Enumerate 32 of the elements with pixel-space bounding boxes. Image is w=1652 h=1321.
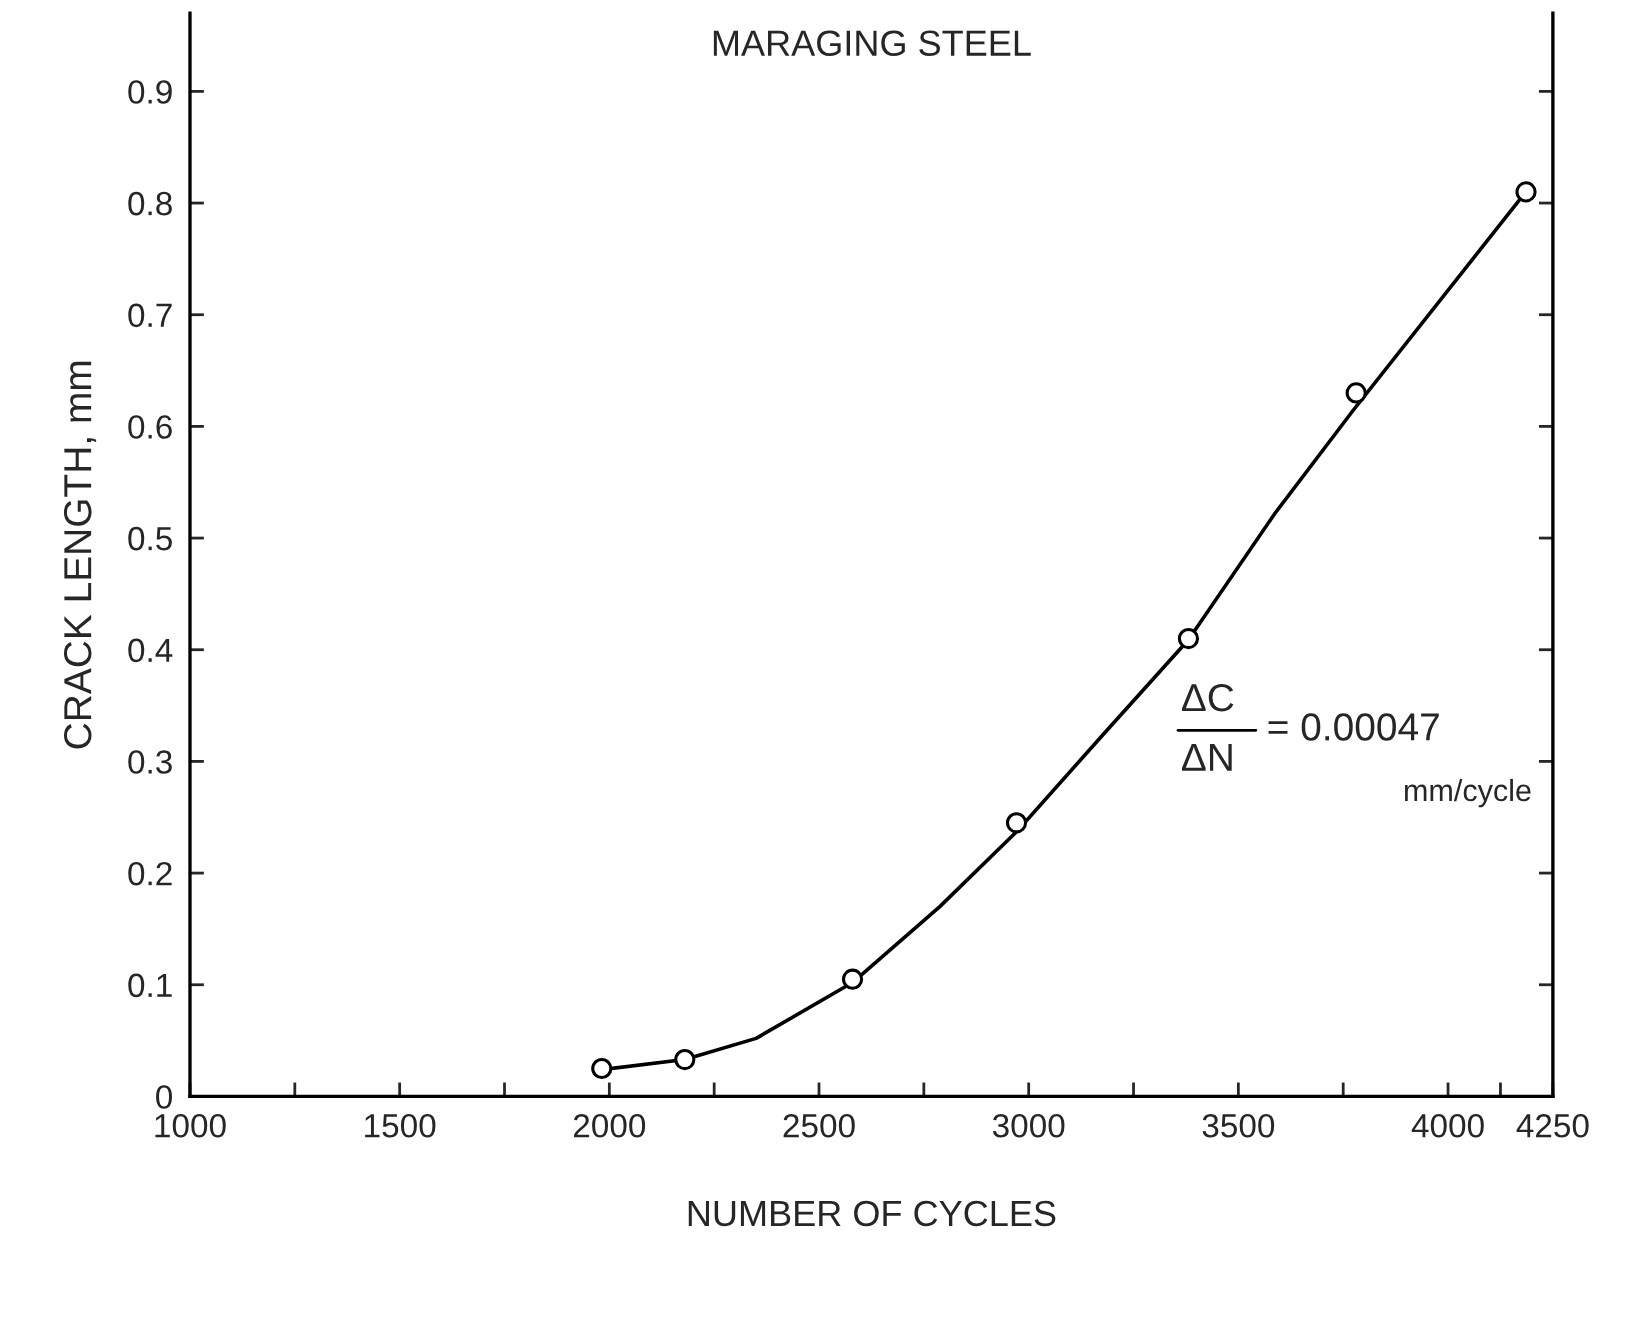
point bbox=[1177, 627, 1200, 650]
annotation: mm/cycle bbox=[1404, 778, 1531, 808]
chart-title: MARAGING STEEL bbox=[713, 30, 1031, 56]
y-tick-label: 0.8 bbox=[128, 191, 172, 216]
y-tick-label: 0.7 bbox=[128, 303, 172, 328]
x-tick-label: 2000 bbox=[573, 1113, 646, 1138]
annotation: ΔC bbox=[1181, 683, 1234, 712]
point bbox=[674, 1048, 696, 1071]
y-tick-label: 0.3 bbox=[128, 750, 172, 774]
point bbox=[1515, 181, 1537, 203]
point bbox=[1345, 382, 1367, 404]
x-tick-label: 4000 bbox=[1411, 1113, 1484, 1138]
y-tick-label: 0.9 bbox=[128, 80, 172, 104]
point bbox=[841, 968, 864, 990]
y-tick-label: 0.4 bbox=[128, 638, 173, 663]
x-tick-label: 3000 bbox=[992, 1113, 1065, 1138]
y-tick-label: 0.1 bbox=[128, 973, 172, 998]
y-tick-label: 0.6 bbox=[128, 415, 172, 439]
x-axis-title: NUMBER OF CYCLES bbox=[688, 1200, 1056, 1227]
y-tick-label: 0.2 bbox=[128, 861, 172, 886]
point bbox=[1005, 812, 1028, 834]
point bbox=[591, 1057, 613, 1080]
y-tick-label: 0 bbox=[156, 1085, 173, 1109]
x-tick-label: 4250 bbox=[1516, 1113, 1589, 1138]
x-tick-label: 3500 bbox=[1202, 1113, 1275, 1138]
x-tick-label: 2500 bbox=[783, 1113, 855, 1138]
annotation: = 0.00047 bbox=[1268, 713, 1439, 741]
y-axis-title: CRACK LENGTH, mm bbox=[63, 361, 97, 749]
annotation: ΔN bbox=[1181, 743, 1232, 771]
y-tick-label: 0.5 bbox=[128, 526, 172, 551]
x-tick-label: 1500 bbox=[365, 1113, 436, 1138]
x-tick-label: 1000 bbox=[155, 1113, 226, 1138]
